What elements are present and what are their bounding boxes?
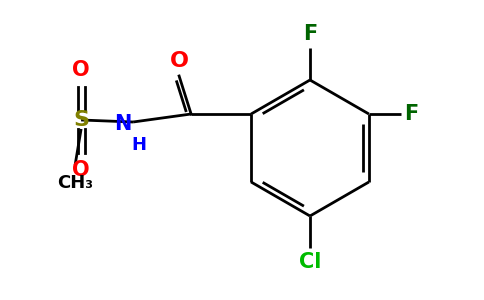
Text: N: N bbox=[114, 114, 131, 134]
Text: O: O bbox=[169, 51, 189, 71]
Text: O: O bbox=[72, 160, 90, 180]
Text: Cl: Cl bbox=[299, 252, 321, 272]
Text: S: S bbox=[73, 110, 89, 130]
Text: CH₃: CH₃ bbox=[57, 174, 93, 192]
Text: O: O bbox=[72, 60, 90, 80]
Text: F: F bbox=[303, 24, 317, 44]
Text: F: F bbox=[404, 104, 418, 124]
Text: H: H bbox=[132, 136, 147, 154]
